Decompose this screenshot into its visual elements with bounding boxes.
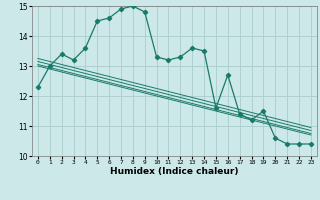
- X-axis label: Humidex (Indice chaleur): Humidex (Indice chaleur): [110, 167, 239, 176]
